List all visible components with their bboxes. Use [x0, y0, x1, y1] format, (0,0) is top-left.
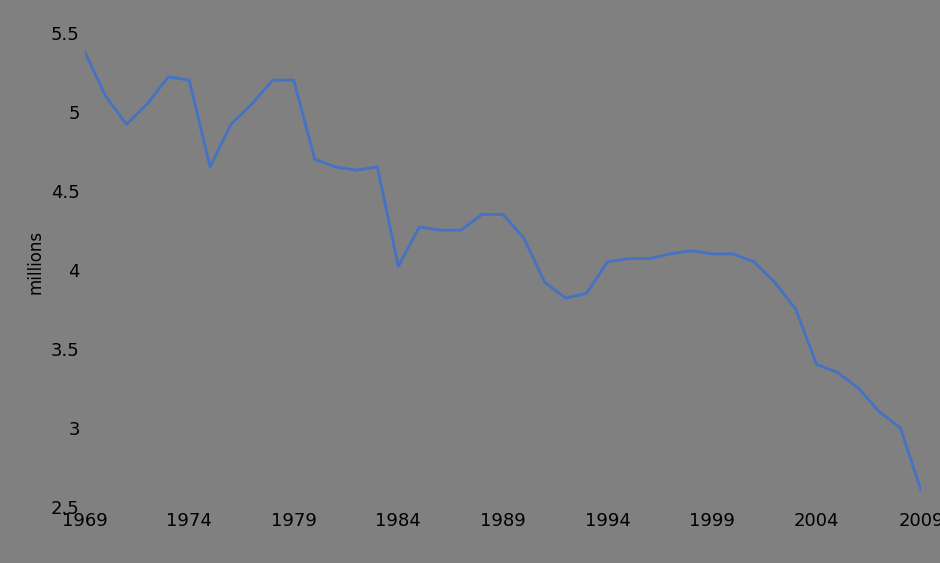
Y-axis label: millions: millions — [26, 230, 44, 294]
